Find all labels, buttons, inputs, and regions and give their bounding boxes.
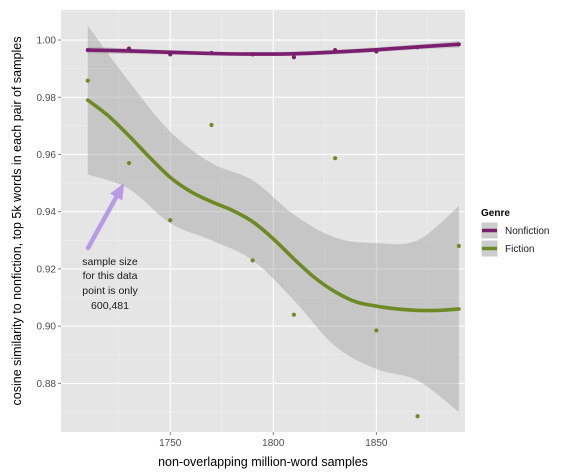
legend-title: Genre	[481, 208, 510, 219]
x-axis-ticks: 1750 1800 1850	[159, 432, 388, 449]
fiction-data-point	[209, 122, 214, 128]
annotation-line-1: sample size	[82, 256, 138, 268]
data-points	[85, 42, 461, 419]
fiction-data-point	[85, 78, 90, 83]
y-tick-label: 0.88	[37, 379, 57, 390]
x-tick-label: 1750	[159, 438, 182, 449]
nonfiction-smooth-line	[85, 42, 461, 56]
annotation-line-2: for this data	[83, 270, 138, 282]
x-tick-label: 1800	[262, 438, 285, 449]
annotation-arrow-head	[110, 183, 125, 201]
legend-label-fiction: Fiction	[505, 244, 534, 255]
fiction-data-point	[456, 243, 461, 249]
y-tick-label: 0.90	[37, 322, 57, 333]
y-tick-label: 0.94	[37, 207, 57, 218]
annotation-line-3: point is only	[82, 285, 138, 297]
nonfiction-data-point	[291, 55, 297, 60]
nonfiction-data-point	[85, 47, 90, 53]
x-tick-label: 1850	[365, 438, 388, 449]
legend-key-nonfiction	[480, 221, 499, 240]
annotation: sample size for this data point is only …	[82, 183, 138, 312]
y-tick-label: 0.92	[37, 264, 57, 275]
legend: Genre Nonfiction Fiction	[480, 208, 549, 258]
legend-key-fiction	[480, 239, 499, 258]
nonfiction-data-point	[250, 52, 255, 57]
nonfiction-data-point	[333, 47, 338, 53]
y-tick-label: 0.98	[37, 93, 57, 104]
y-tick-label: 0.96	[37, 150, 57, 161]
x-axis-title: non-overlapping million-word samples	[158, 455, 368, 469]
fiction-smooth-line	[85, 98, 461, 313]
fiction-data-point	[250, 258, 255, 263]
fiction-data-point	[291, 312, 297, 317]
annotation-line-4: 600,481	[91, 300, 129, 312]
legend-label-nonfiction: Nonfiction	[505, 226, 549, 237]
nonfiction-data-point	[209, 50, 214, 56]
fiction-data-point	[126, 160, 132, 166]
nonfiction-data-point	[415, 45, 420, 50]
fiction-data-point	[168, 218, 173, 223]
nonfiction-data-point	[374, 49, 379, 54]
plot-panel	[61, 10, 465, 432]
fiction-data-point	[415, 414, 420, 419]
nonfiction-data-point	[126, 46, 132, 51]
y-axis-ticks: 0.88 0.90 0.92 0.94 0.96 0.98 1.00	[37, 36, 61, 390]
nonfiction-data-point	[456, 42, 461, 47]
fiction-data-point	[374, 328, 379, 333]
smooth-lines	[85, 42, 461, 313]
y-tick-label: 1.00	[37, 36, 57, 47]
fiction-confidence-band	[87, 25, 459, 412]
fiction-data-point	[333, 156, 338, 161]
nonfiction-data-point	[168, 52, 173, 57]
annotation-arrow-shaft	[85, 194, 119, 251]
major-gridlines	[61, 10, 465, 432]
y-axis-title: cosine similarity to nonfiction, top 5k …	[10, 37, 24, 406]
minor-gridlines	[61, 10, 465, 432]
